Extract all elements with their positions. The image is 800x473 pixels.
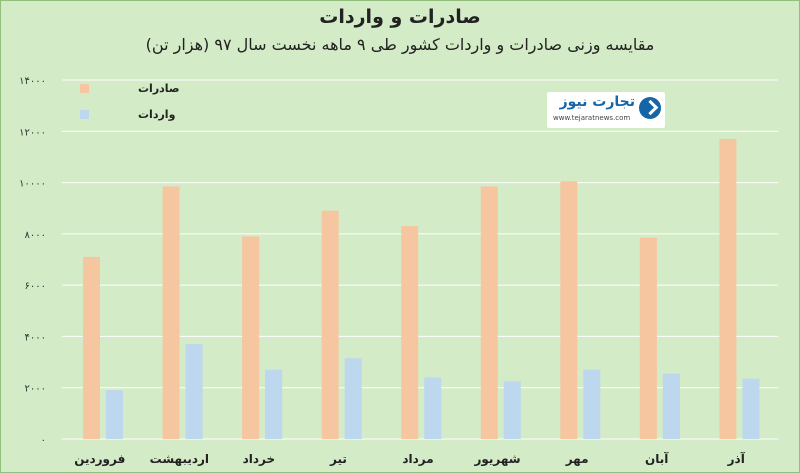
y-tick-label: ۸۰۰۰ — [25, 230, 46, 241]
x-tick-label: مرداد — [402, 452, 433, 466]
bar-exports — [480, 186, 498, 439]
x-tick-label: شهریور — [473, 452, 520, 467]
logo-arrow-icon — [639, 97, 661, 119]
x-tick-label: خرداد — [243, 452, 276, 466]
bar-exports — [639, 237, 657, 439]
bar-imports — [662, 373, 680, 439]
legend-label: صادرات — [138, 82, 180, 95]
tejaratnews-logo: تجارت نیوز www.tejaratnews.com — [547, 92, 665, 128]
legend-label: واردات — [138, 108, 176, 121]
x-tick-label: آذر — [727, 451, 746, 466]
bar-imports — [503, 381, 521, 439]
chart-title: صادرات و واردات — [319, 6, 481, 28]
bar-exports — [162, 186, 180, 439]
x-tick-label: تیر — [329, 452, 347, 466]
bar-imports — [583, 369, 601, 439]
bar-imports — [106, 390, 123, 439]
y-tick-label: ۴۰۰۰ — [25, 332, 46, 343]
logo-url: www.tejaratnews.com — [553, 114, 631, 122]
legend-swatch — [80, 84, 89, 93]
y-tick-label: ۱۴۰۰۰ — [19, 76, 46, 87]
x-tick-label: آبان — [645, 451, 669, 466]
bar-imports — [424, 377, 442, 439]
bar-imports — [185, 344, 203, 439]
legend-swatch — [80, 110, 89, 119]
y-tick-label: ۶۰۰۰ — [25, 281, 46, 292]
bar-exports — [242, 236, 260, 439]
chart-subtitle: مقایسه وزنی صادرات و واردات کشور طی ۹ ما… — [145, 35, 655, 54]
y-tick-label: ۰ — [41, 435, 46, 446]
x-tick-label: فروردین — [74, 452, 125, 467]
bar-imports — [742, 378, 760, 439]
x-tick-label: اردیبهشت — [150, 452, 209, 466]
bar-exports — [401, 226, 419, 439]
logo-name: تجارت نیوز — [559, 94, 635, 110]
x-tick-label: مهر — [565, 452, 589, 466]
bar-exports — [83, 256, 100, 439]
y-tick-label: ۱۲۰۰۰ — [19, 127, 46, 138]
bar-imports — [344, 358, 362, 439]
bar-imports — [265, 369, 283, 439]
bar-exports — [560, 181, 578, 439]
y-tick-label: ۲۰۰۰ — [25, 384, 46, 395]
y-tick-label: ۱۰۰۰۰ — [19, 179, 46, 190]
bar-exports — [719, 138, 737, 439]
bar-exports — [321, 210, 339, 439]
